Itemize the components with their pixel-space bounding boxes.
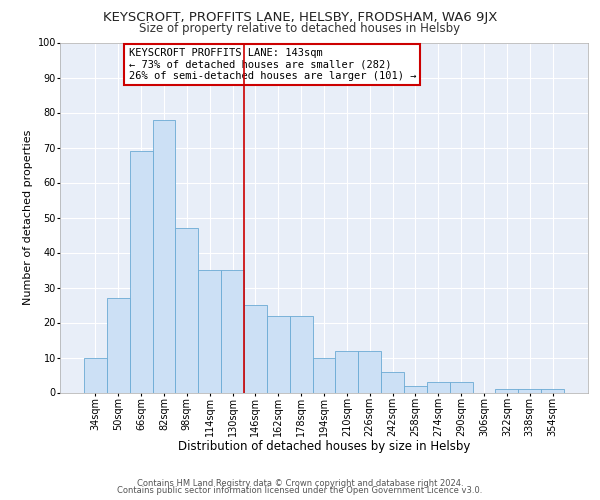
- Bar: [198, 270, 221, 392]
- X-axis label: Distribution of detached houses by size in Helsby: Distribution of detached houses by size …: [178, 440, 470, 453]
- Bar: [358, 350, 381, 393]
- Bar: [130, 151, 152, 392]
- Bar: [107, 298, 130, 392]
- Text: KEYSCROFT, PROFFITS LANE, HELSBY, FRODSHAM, WA6 9JX: KEYSCROFT, PROFFITS LANE, HELSBY, FRODSH…: [103, 10, 497, 24]
- Bar: [381, 372, 404, 392]
- Bar: [496, 389, 518, 392]
- Text: Size of property relative to detached houses in Helsby: Size of property relative to detached ho…: [139, 22, 461, 35]
- Bar: [404, 386, 427, 392]
- Bar: [84, 358, 107, 392]
- Bar: [267, 316, 290, 392]
- Bar: [450, 382, 473, 392]
- Bar: [541, 389, 564, 392]
- Bar: [313, 358, 335, 392]
- Bar: [175, 228, 198, 392]
- Bar: [518, 389, 541, 392]
- Bar: [335, 350, 358, 393]
- Text: Contains HM Land Registry data © Crown copyright and database right 2024.: Contains HM Land Registry data © Crown c…: [137, 478, 463, 488]
- Bar: [152, 120, 175, 392]
- Bar: [244, 305, 267, 392]
- Bar: [290, 316, 313, 392]
- Bar: [427, 382, 450, 392]
- Text: KEYSCROFT PROFFITS LANE: 143sqm
← 73% of detached houses are smaller (282)
26% o: KEYSCROFT PROFFITS LANE: 143sqm ← 73% of…: [128, 48, 416, 81]
- Bar: [221, 270, 244, 392]
- Text: Contains public sector information licensed under the Open Government Licence v3: Contains public sector information licen…: [118, 486, 482, 495]
- Y-axis label: Number of detached properties: Number of detached properties: [23, 130, 33, 305]
